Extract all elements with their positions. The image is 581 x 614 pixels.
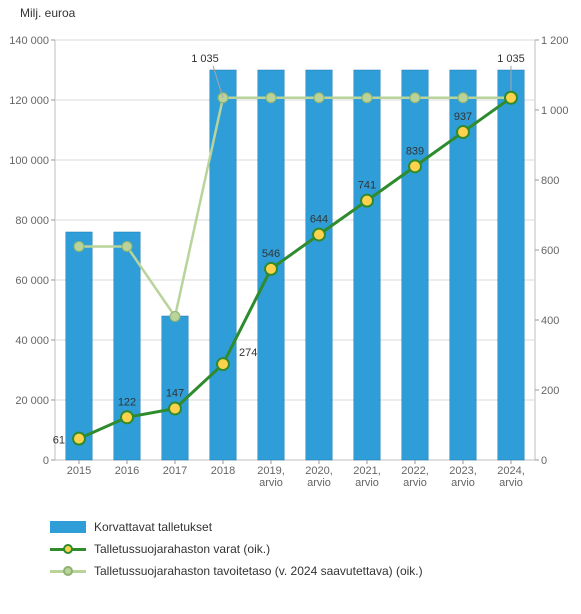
svg-text:200: 200 [541,385,559,397]
bar [306,70,332,460]
legend-label: Talletussuojarahaston varat (oik.) [94,542,270,556]
svg-text:0: 0 [43,455,49,467]
svg-text:546: 546 [262,248,280,260]
svg-text:274: 274 [239,347,257,359]
bar [210,70,236,460]
svg-text:2021,: 2021, [353,465,381,477]
svg-text:2018: 2018 [211,465,235,477]
legend: Korvattavat talletukset Talletussuojaraha… [50,520,423,586]
svg-text:1 200: 1 200 [541,35,569,47]
series-line [79,98,511,317]
svg-text:80 000: 80 000 [15,215,49,227]
series-marker [362,93,372,103]
series-line [79,98,511,439]
svg-text:1 035: 1 035 [191,53,219,65]
legend-label: Korvattavat talletukset [94,520,212,534]
series-marker [457,126,469,138]
svg-text:2020,: 2020, [305,465,333,477]
series-marker [361,195,373,207]
svg-text:2023,: 2023, [449,465,477,477]
series-marker [266,93,276,103]
legend-swatch-line [50,570,86,573]
bar [498,70,524,460]
bar [66,232,92,460]
svg-text:644: 644 [310,214,328,226]
legend-label: Talletussuojarahaston tavoitetaso (v. 20… [94,564,423,578]
series-marker [409,160,421,172]
chart-svg: 0 20 000 40 000 60 000 80 000 100 000 120 000 1… [0,0,581,609]
series-marker [169,403,181,415]
svg-text:839: 839 [406,145,424,157]
series-marker [170,312,180,322]
bar [354,70,380,460]
svg-text:120 000: 120 000 [9,95,49,107]
svg-text:600: 600 [541,245,559,257]
svg-text:61: 61 [53,435,65,447]
svg-text:arvio: arvio [307,477,331,489]
svg-text:937: 937 [454,111,472,123]
svg-text:arvio: arvio [499,477,523,489]
legend-item: Talletussuojarahaston tavoitetaso (v. 20… [50,564,423,578]
svg-text:40 000: 40 000 [15,335,49,347]
series-marker [458,93,468,103]
series-marker [505,92,517,104]
series-marker [313,229,325,241]
svg-text:20 000: 20 000 [15,395,49,407]
chart-container: Milj. euroa 0 20 000 40 000 60 000 80 000 100… [0,0,581,609]
svg-text:arvio: arvio [403,477,427,489]
svg-text:1 035: 1 035 [497,53,525,65]
series-marker [410,93,420,103]
svg-text:400: 400 [541,315,559,327]
svg-text:2017: 2017 [163,465,187,477]
svg-text:0: 0 [541,455,547,467]
series-marker [314,93,324,103]
svg-text:60 000: 60 000 [15,275,49,287]
series-marker [217,358,229,370]
svg-text:arvio: arvio [451,477,475,489]
legend-swatch-bar [50,521,86,533]
series-marker [74,242,84,252]
svg-text:2015: 2015 [67,465,91,477]
svg-text:2019,: 2019, [257,465,285,477]
series-marker [122,242,132,252]
series-marker [121,411,133,423]
chart-title: Milj. euroa [20,6,75,20]
svg-text:arvio: arvio [259,477,283,489]
legend-item: Talletussuojarahaston varat (oik.) [50,542,423,556]
svg-text:arvio: arvio [355,477,379,489]
svg-text:122: 122 [118,396,136,408]
svg-text:140 000: 140 000 [9,35,49,47]
svg-text:2022,: 2022, [401,465,429,477]
svg-text:1 000: 1 000 [541,105,569,117]
svg-text:100 000: 100 000 [9,155,49,167]
svg-text:800: 800 [541,175,559,187]
svg-text:147: 147 [166,388,184,400]
svg-text:741: 741 [358,180,376,192]
series-marker [73,433,85,445]
svg-text:2024,: 2024, [497,465,525,477]
bar [402,70,428,460]
series-marker [265,263,277,275]
bar [114,232,140,460]
legend-item: Korvattavat talletukset [50,520,423,534]
legend-swatch-line [50,548,86,551]
svg-text:2016: 2016 [115,465,139,477]
